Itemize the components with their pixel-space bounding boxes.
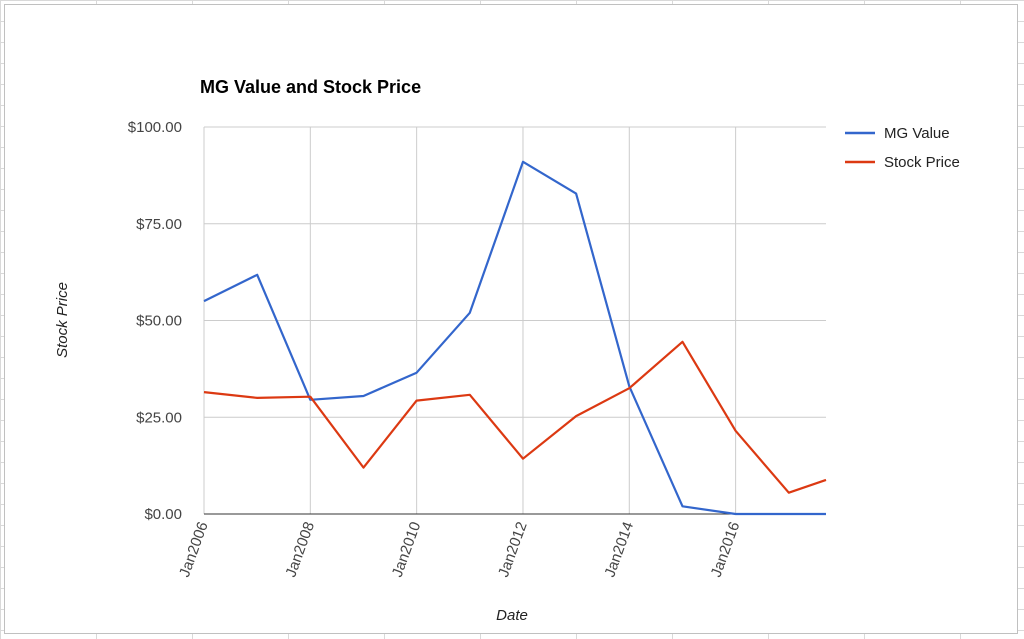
chart-title: MG Value and Stock Price [200,77,421,97]
x-tick-label: Jan2008 [282,520,318,580]
x-tick-label: Jan2006 [176,520,212,580]
y-tick-label: $25.00 [136,409,182,426]
chart-container[interactable] [4,4,1018,634]
x-tick-label: Jan2014 [601,520,637,580]
x-axis-tick-labels: Jan2006 Jan2008 Jan2010 Jan2012 Jan2014 Jan20… [176,520,743,580]
y-axis-title: Stock Price [54,282,71,358]
x-axis-title: Date [496,607,528,624]
y-axis-tick-labels: $0.00 $25.00 $50.00 $75.00 $100.00 [128,119,182,523]
y-tick-label: $50.00 [136,313,182,330]
x-tick-label: Jan2016 [708,520,744,580]
series-line-1 [203,340,827,494]
series-lines [203,160,827,516]
y-tick-label: $0.00 [144,506,182,523]
y-tick-label: $75.00 [136,216,182,233]
x-tick-label: Jan2012 [495,520,531,580]
y-tick-label: $100.00 [128,119,182,136]
gridlines [203,126,826,515]
legend: MG Value Stock Price [845,125,960,171]
series-line-0 [203,160,826,516]
legend-label: Stock Price [884,154,960,171]
legend-label: MG Value [884,125,950,142]
x-tick-label: Jan2010 [389,520,425,580]
